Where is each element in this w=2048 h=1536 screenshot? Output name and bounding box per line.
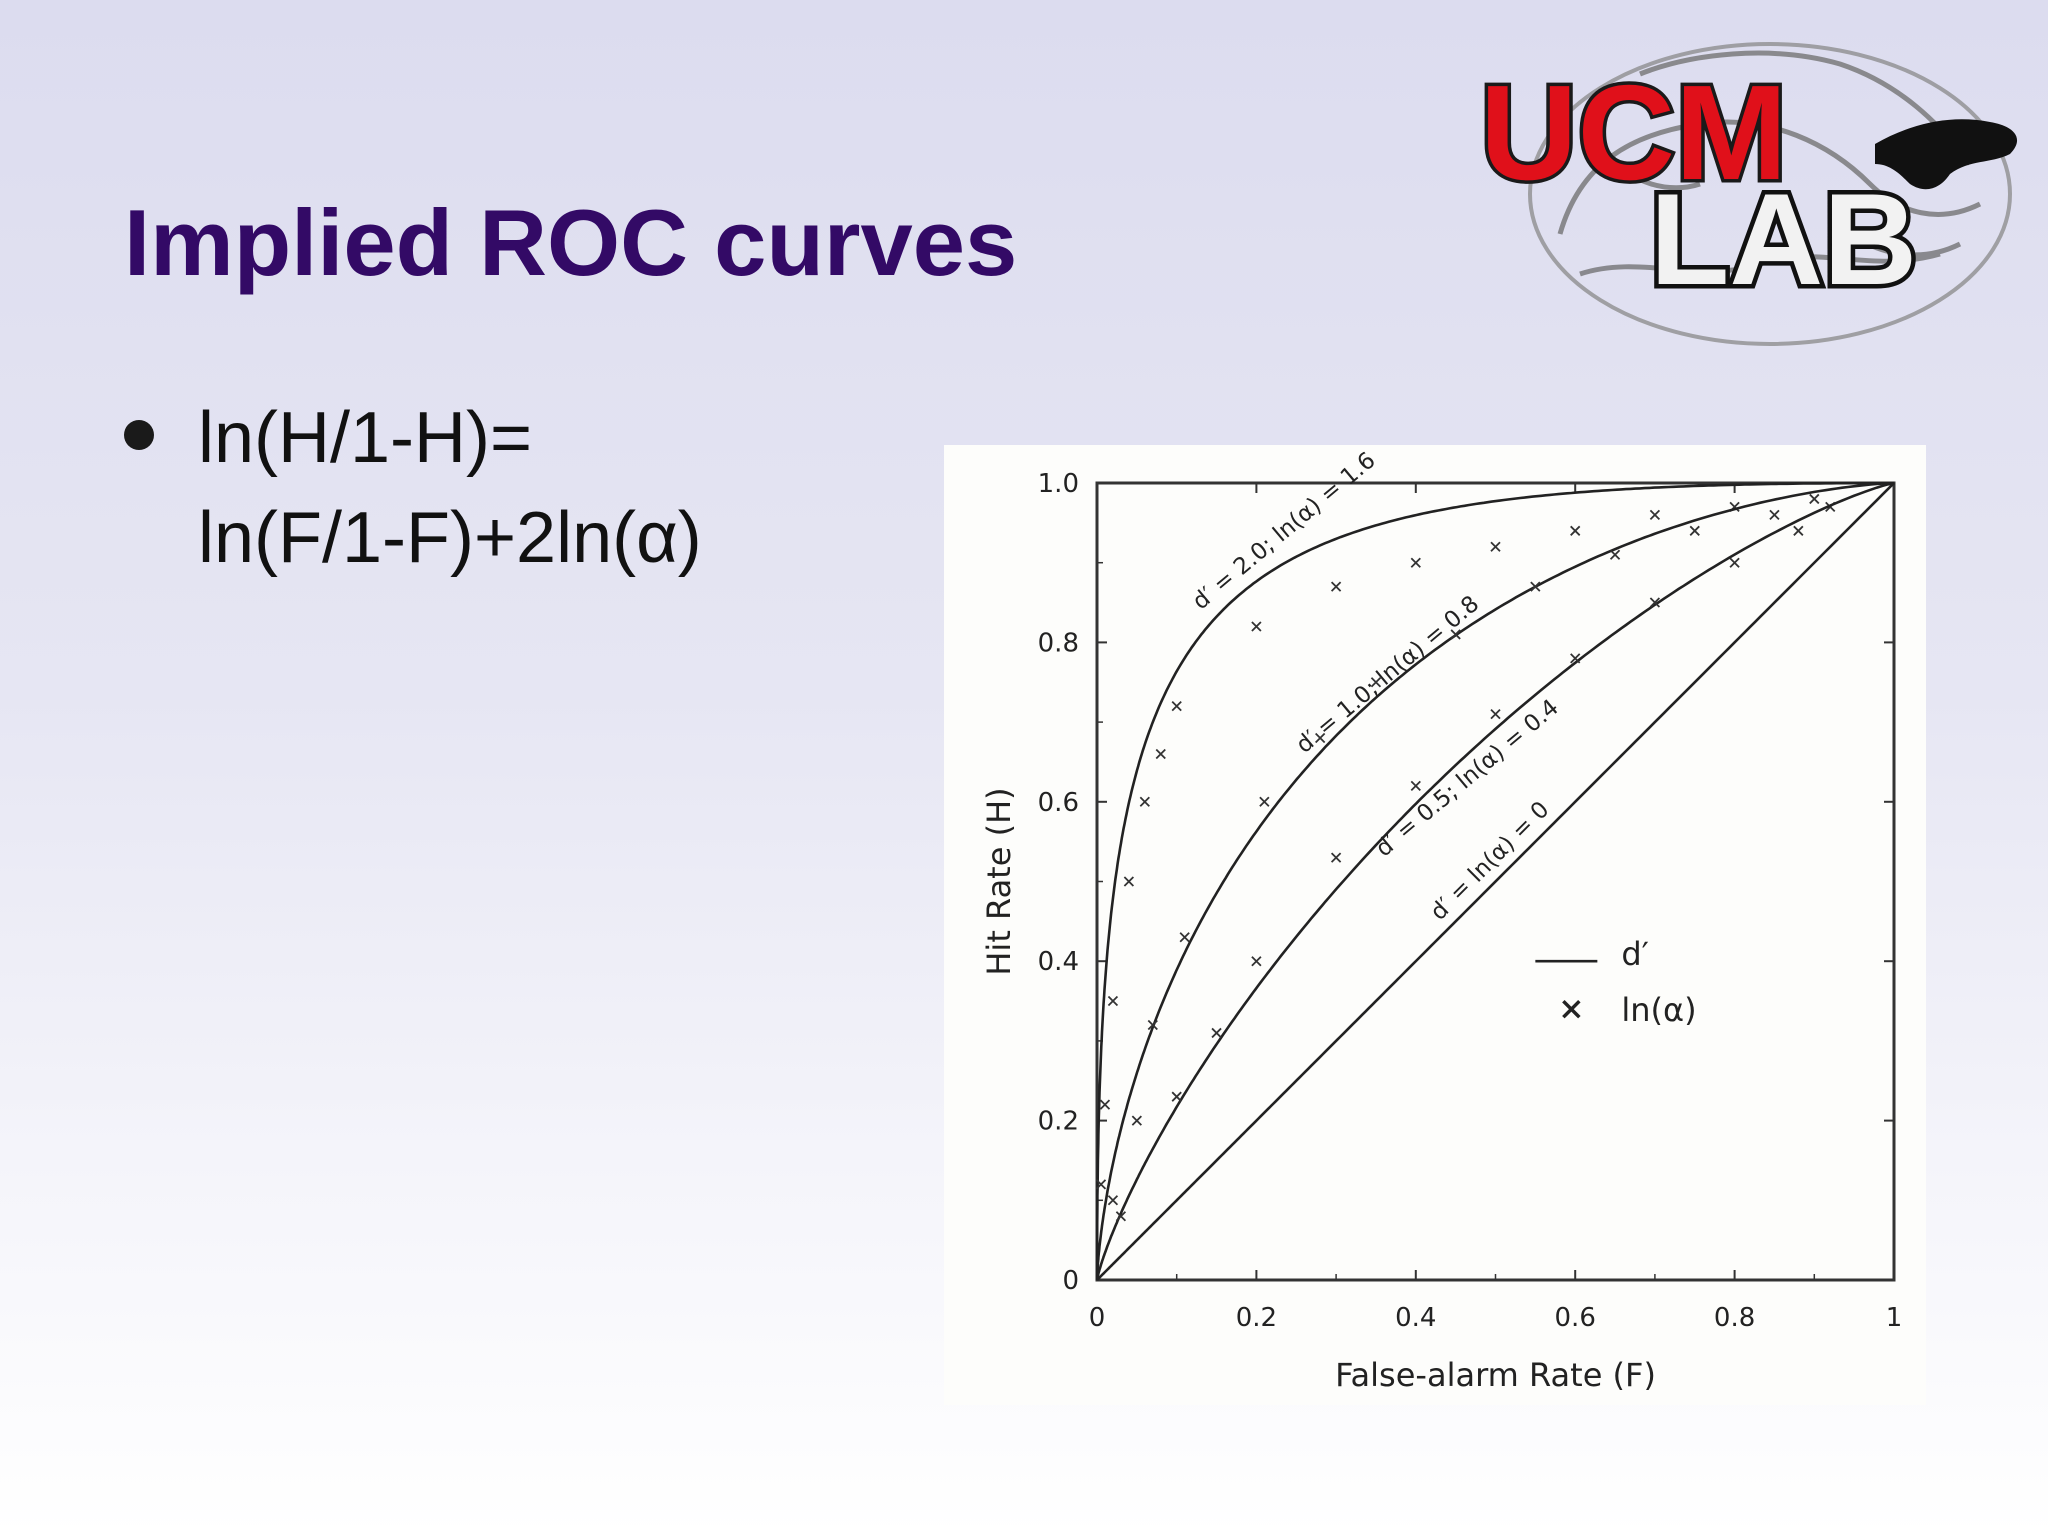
x-tick-label: 0 [1089,1303,1106,1333]
y-tick-label: 0 [1062,1266,1079,1296]
legend-label-lnalpha: ln(α) [1621,991,1696,1029]
roc-marker [1809,493,1820,505]
x-tick-label: 1 [1886,1303,1903,1333]
page-title: Implied ROC curves [124,190,1018,295]
roc-marker [1147,1019,1158,1031]
x-tick-label: 0.6 [1555,1303,1596,1333]
roc-marker [1570,653,1581,664]
y-axis-label: Hit Rate (H) [980,787,1018,975]
roc-curve-line [1096,482,1895,1281]
y-tick-label: 0.8 [1038,628,1079,658]
roc-marker [1793,525,1804,536]
roc-curve-line [1095,481,1895,1281]
roc-marker [1410,780,1421,791]
equation-line-1: ln(H/1-H)= [198,398,533,478]
roc-marker [1490,541,1501,552]
roc-marker [1251,621,1262,632]
logo-mouse-icon [1875,119,2018,190]
roc-marker [1689,525,1700,536]
roc-marker [1179,932,1190,943]
x-tick-label: 0.4 [1395,1303,1436,1333]
legend-label-dprime: d′ [1621,935,1649,973]
x-tick-label: 0.8 [1714,1303,1755,1333]
y-tick-label: 0.2 [1038,1107,1079,1137]
roc-curve-line [1095,481,1895,1280]
roc-marker [1649,509,1661,521]
x-axis-label: False-alarm Rate (F) [1335,1356,1656,1394]
roc-marker [1450,629,1461,640]
curve-label: d′ = 0.5; ln(α) = 0.4 [1371,694,1564,862]
roc-marker [1139,796,1150,807]
roc-marker [1330,581,1342,592]
roc-marker [1530,581,1541,592]
roc-marker [1410,557,1421,568]
x-tick-label: 0.2 [1236,1303,1277,1333]
roc-marker [1729,557,1740,568]
curve-label: d′ = 2.0; ln(α) = 1.6 [1188,447,1381,615]
roc-marker [1490,708,1501,720]
roc-marker [1211,1027,1222,1039]
roc-marker [1609,549,1621,560]
roc-marker [1570,525,1581,536]
ucm-lab-logo: UCM LAB [1477,42,2018,346]
roc-marker [1123,876,1135,887]
roc-marker [1370,677,1382,688]
roc-marker [1131,1115,1142,1126]
roc-marker [1315,732,1326,744]
roc-marker [1115,1211,1127,1222]
roc-marker [1259,796,1270,807]
equation-line-2: ln(F/1-F)+2ln(α) [198,498,702,578]
roc-chart: 0 0.2 0.4 0.6 0.8 1 0 0.2 0.4 0.6 0.8 1.0 False-alar… [980,447,1903,1394]
legend-marker-swatch [1562,999,1581,1019]
roc-marker [1251,956,1262,967]
roc-marker [1107,995,1119,1007]
roc-marker [1107,1195,1119,1206]
roc-marker [1099,1099,1111,1110]
logo-ucm-text: UCM [1480,57,1787,208]
curve-label: d′ = 1.0; ln(α) = 0.8 [1291,591,1484,759]
curve-label: d′ = ln(α) = 0 [1426,797,1555,926]
roc-curve-line [1095,481,1894,1280]
roc-marker [1095,1179,1107,1190]
roc-marker [1171,701,1182,712]
roc-figure: 0 0.2 0.4 0.6 0.8 1 0 0.2 0.4 0.6 0.8 1.0 False-alar… [944,445,1926,1405]
roc-marker [1171,1091,1182,1102]
roc-marker [1330,852,1342,863]
roc-marker [1769,509,1780,521]
roc-marker [1155,748,1166,760]
y-tick-label: 0.6 [1038,788,1079,818]
y-tick-label: 1.0 [1038,469,1079,499]
bullet-dot [124,420,154,450]
logo-lab-text: LAB [1650,166,1917,312]
roc-marker [1649,597,1661,608]
y-tick-label: 0.4 [1038,947,1079,977]
